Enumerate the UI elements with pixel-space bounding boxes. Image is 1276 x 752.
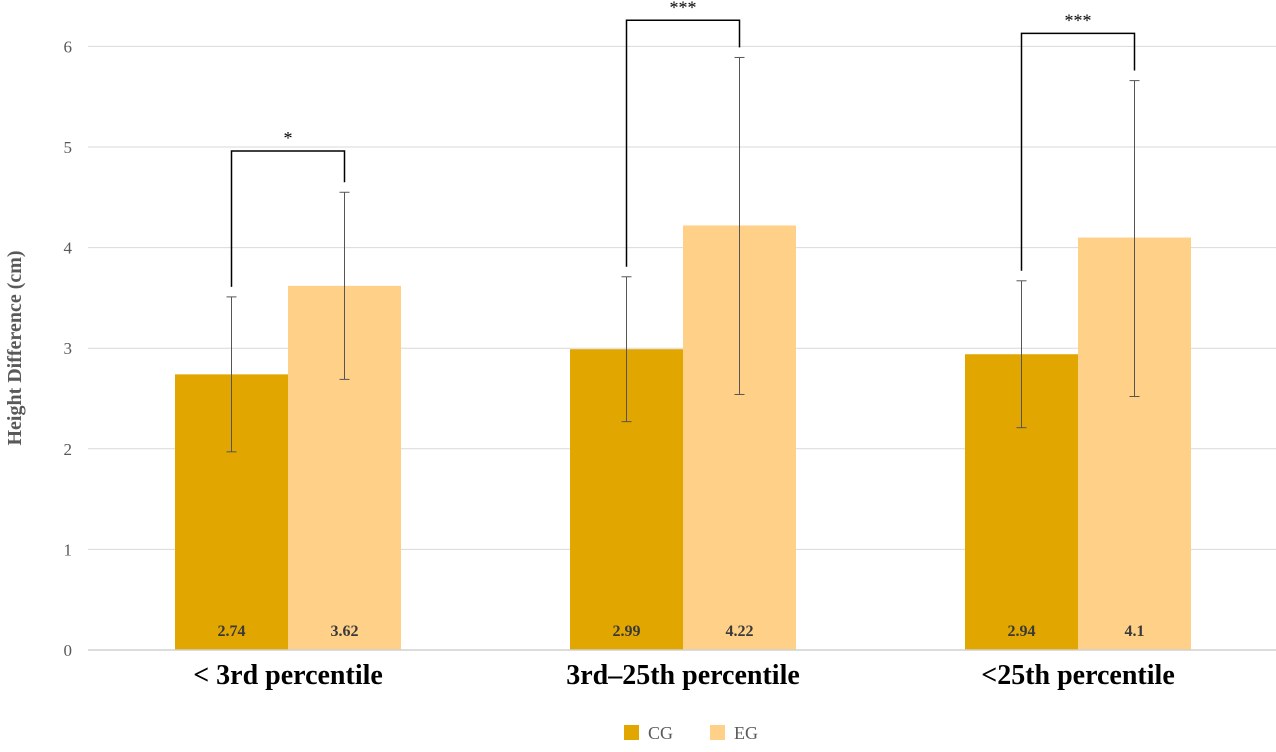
legend: CG EG (624, 723, 758, 743)
data-label-eg: 4.22 (726, 623, 754, 640)
y-tick-label: 1 (64, 540, 73, 559)
significance-bracket (1020, 32, 1136, 271)
category-label: 3rd–25th percentile (566, 660, 800, 691)
data-label-cg: 2.94 (1008, 623, 1036, 640)
category-label: < 3rd percentile (193, 660, 383, 691)
legend-swatch-eg (710, 725, 725, 740)
data-labels: 2.74 3.62 2.99 4.22 2.94 4.1 (218, 623, 1145, 640)
y-tick-label: 3 (64, 339, 73, 358)
significance-marker: * (284, 128, 293, 148)
bars (175, 225, 1191, 651)
legend-label-cg: CG (648, 723, 673, 743)
significance-marker: *** (1065, 10, 1092, 30)
y-tick-label: 0 (64, 641, 73, 660)
y-tick-label: 2 (64, 440, 73, 459)
data-label-eg: 4.1 (1125, 623, 1145, 640)
category-labels: < 3rd percentile 3rd–25th percentile <25th… (193, 660, 1175, 691)
data-label-eg: 3.62 (331, 623, 359, 640)
y-tick-label: 4 (64, 239, 73, 258)
y-axis-ticks: 0 1 2 3 4 5 6 (64, 37, 73, 660)
legend-label-eg: EG (734, 723, 758, 743)
significance-bracket (230, 150, 346, 287)
y-tick-label: 6 (64, 37, 73, 56)
data-label-cg: 2.74 (218, 623, 246, 640)
error-bars (226, 56, 1140, 453)
significance-brackets: ******* (230, 0, 1136, 287)
significance-marker: *** (670, 0, 697, 17)
y-tick-label: 5 (64, 138, 73, 157)
category-label: <25th percentile (981, 660, 1175, 691)
significance-bracket (625, 19, 741, 267)
y-axis-label: Height Difference (cm) (4, 250, 26, 445)
data-label-cg: 2.99 (613, 623, 641, 640)
legend-swatch-cg (624, 725, 639, 740)
